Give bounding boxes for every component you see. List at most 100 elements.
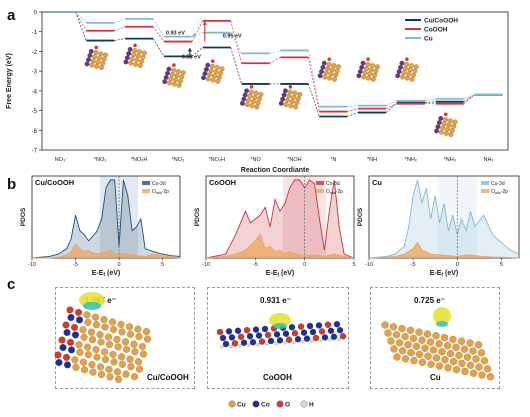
atom xyxy=(424,352,432,360)
atom xyxy=(360,60,366,66)
atom xyxy=(261,325,269,333)
structure-caption-cu: Cu xyxy=(430,373,441,382)
atom xyxy=(98,51,104,57)
energy-connector xyxy=(114,18,126,24)
legend-swatch xyxy=(316,189,324,193)
atom xyxy=(472,355,480,363)
atom xyxy=(108,318,117,326)
atom xyxy=(238,344,242,348)
atom xyxy=(295,96,301,102)
atom xyxy=(336,64,342,70)
atom xyxy=(393,353,401,361)
atom xyxy=(101,56,107,62)
atom xyxy=(282,330,290,337)
structure-cu xyxy=(381,307,495,381)
atom xyxy=(426,338,435,346)
atom xyxy=(133,61,138,67)
x-tick-label: *N xyxy=(330,157,336,163)
atom xyxy=(384,329,392,337)
atom xyxy=(121,338,130,346)
legend-label: Co-3d xyxy=(152,181,166,187)
atom xyxy=(334,68,340,74)
x-tick-label: 0 xyxy=(456,262,459,268)
y-tick-label: -7 xyxy=(32,149,38,155)
energy-connector xyxy=(463,94,475,104)
atom xyxy=(337,337,341,341)
legend-atom-label: Cu xyxy=(237,402,246,409)
x-tick-label: -10 xyxy=(365,262,373,268)
atom xyxy=(264,331,272,339)
atom xyxy=(125,323,134,331)
legend-swatch xyxy=(142,181,150,185)
energy-connector xyxy=(308,57,320,112)
atom xyxy=(118,328,126,336)
atom xyxy=(396,69,402,75)
x-tick-label: *NO₂ xyxy=(172,157,185,163)
atom xyxy=(130,373,139,381)
atom xyxy=(390,345,398,353)
atom xyxy=(163,75,169,80)
atom xyxy=(429,346,438,354)
atom xyxy=(248,89,254,95)
pdos-area-Co-3d xyxy=(32,180,180,258)
annotation-cu: 0.93 eV xyxy=(166,31,185,37)
atom xyxy=(359,64,365,70)
atom xyxy=(75,316,84,324)
atom xyxy=(96,331,104,339)
atom xyxy=(292,340,296,344)
y-tick-label: -6 xyxy=(32,129,38,135)
atom xyxy=(258,338,266,345)
atom xyxy=(207,72,213,78)
atom xyxy=(301,339,305,344)
atom xyxy=(142,50,147,56)
atom xyxy=(97,338,105,346)
atom xyxy=(443,130,449,136)
atom xyxy=(435,362,444,370)
atom xyxy=(285,336,293,343)
panel-label-b: b xyxy=(7,176,17,193)
atom xyxy=(90,58,96,64)
atom xyxy=(70,323,79,331)
atom xyxy=(167,80,172,86)
atom xyxy=(216,328,224,336)
atom xyxy=(140,54,146,60)
atom xyxy=(289,99,295,105)
atom xyxy=(395,73,401,79)
atom xyxy=(244,102,250,108)
adsorbate-atom xyxy=(94,45,99,50)
energy-connector xyxy=(191,20,204,42)
atom xyxy=(366,75,371,81)
atom xyxy=(63,328,71,337)
pdos-title: CoOOH xyxy=(209,178,236,187)
pdos-title: Cu/CoOOH xyxy=(35,178,74,187)
adsorption-model xyxy=(123,43,147,69)
atom xyxy=(220,345,224,349)
atom xyxy=(278,100,284,106)
atom xyxy=(300,329,308,336)
pdos-chart-cu: -10 -5 0 5 E-Ef (eV) PDOS Cu Cu-3d Oads-2p xyxy=(357,175,520,278)
atom xyxy=(276,337,284,344)
atom xyxy=(327,327,335,334)
pdos-area-O xyxy=(32,243,180,258)
atom xyxy=(404,61,410,67)
legend-label: Co-3d xyxy=(326,181,340,187)
atom xyxy=(432,332,440,340)
adsorbate-atom xyxy=(327,57,332,61)
atom xyxy=(92,346,100,354)
atom xyxy=(106,373,114,381)
x-tick-label: 5 xyxy=(352,262,355,268)
atom xyxy=(67,346,76,354)
atom xyxy=(282,88,288,94)
atom xyxy=(297,323,305,330)
atom xyxy=(101,355,110,364)
atom xyxy=(135,365,144,373)
atom xyxy=(258,91,264,97)
atom xyxy=(404,340,412,349)
x-tick-label: *NO₃ xyxy=(94,157,107,163)
pdos-chart-cu-coooh: -10 -5 0 5 E-Ef (eV) PDOS Cu/CoOOH Co-3d Oads-2p xyxy=(20,175,181,278)
atom xyxy=(288,324,296,331)
step-arrow-head xyxy=(202,20,207,25)
x-tick-label: -5 xyxy=(73,262,78,268)
atom xyxy=(475,363,483,371)
atom xyxy=(55,358,63,367)
